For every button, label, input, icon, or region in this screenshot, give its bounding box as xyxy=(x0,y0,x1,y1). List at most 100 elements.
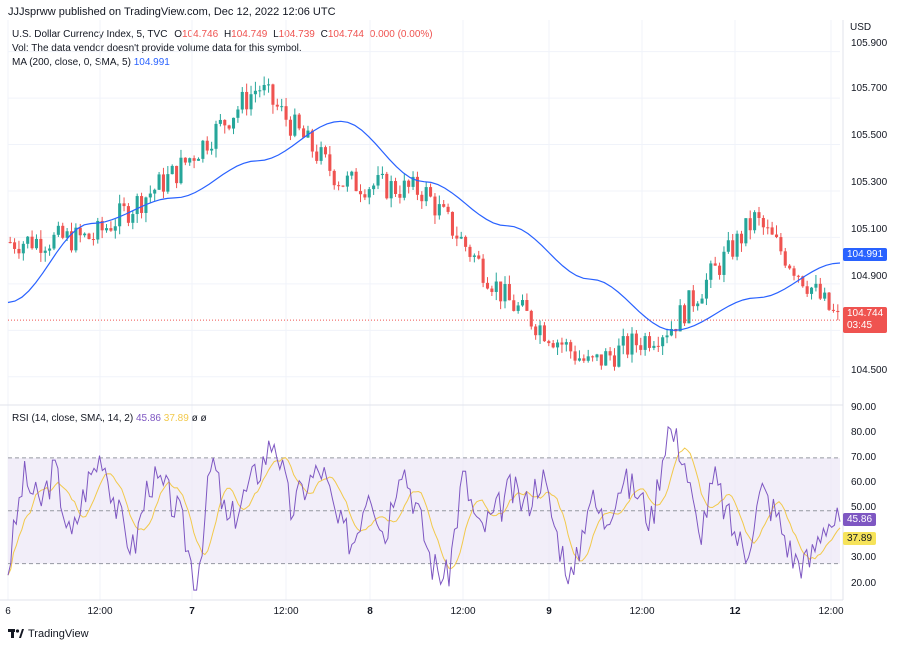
candle-body xyxy=(556,342,560,348)
candle-body xyxy=(227,125,231,129)
candle-body xyxy=(753,212,757,231)
candle-body xyxy=(411,176,415,187)
candle-body xyxy=(634,333,638,346)
candle-body xyxy=(161,174,165,192)
candle-body xyxy=(731,240,735,257)
candle-body xyxy=(490,288,494,292)
price-tick: 105.500 xyxy=(851,130,888,141)
candle-body xyxy=(113,226,117,231)
candle-body xyxy=(74,227,78,251)
candle-body xyxy=(503,284,507,302)
tradingview-logo-icon xyxy=(8,629,24,638)
rsi-label[interactable]: RSI (14, close, SMA, 14, 2) xyxy=(12,413,134,424)
ma-label[interactable]: MA (200, close, 0, SMA, 5) xyxy=(12,57,131,68)
candle-body xyxy=(713,263,717,266)
candle-body xyxy=(569,342,573,352)
candle-body xyxy=(192,158,196,161)
candle-body xyxy=(836,310,840,313)
candle-body xyxy=(170,165,174,175)
candle-body xyxy=(485,282,490,289)
rsi-tick: 60.00 xyxy=(851,477,877,488)
candle-body xyxy=(262,84,266,91)
time-tick: 9 xyxy=(546,606,552,617)
candle-body xyxy=(433,196,437,216)
candle-body xyxy=(140,196,144,213)
candle-body xyxy=(766,227,770,229)
candle-body xyxy=(345,175,349,187)
candle-body xyxy=(779,237,783,252)
candle-body xyxy=(709,263,713,280)
candle-body xyxy=(726,240,730,252)
candle-body xyxy=(376,175,380,186)
symbol-name[interactable]: U.S. Dollar Currency Index, 5, TVC xyxy=(12,29,168,40)
candle-body xyxy=(687,290,691,324)
candle-body xyxy=(823,292,827,299)
candle-body xyxy=(65,231,69,238)
candle-body xyxy=(739,233,744,244)
candle-body xyxy=(520,300,525,306)
price-tick: 105.700 xyxy=(851,83,888,94)
rsi-sma-badge: 37.89 xyxy=(843,532,877,545)
candle-body xyxy=(315,151,319,161)
candle-body xyxy=(516,305,520,311)
candle-body xyxy=(783,251,787,266)
rsi-tick: 90.00 xyxy=(851,402,877,413)
time-tick: 12:00 xyxy=(818,606,844,617)
candle-body xyxy=(258,90,262,92)
candle-body xyxy=(323,147,328,155)
candle-body xyxy=(157,174,161,190)
candle-body xyxy=(179,157,183,184)
candle-body xyxy=(683,305,687,324)
tradingview-logo[interactable]: TradingView xyxy=(8,628,89,640)
candle-body xyxy=(591,356,595,358)
candle-body xyxy=(253,90,257,95)
candle-body xyxy=(236,109,240,118)
candle-body xyxy=(30,236,34,249)
candle-body xyxy=(599,354,603,366)
price-tick: 105.100 xyxy=(851,224,888,235)
candle-body xyxy=(166,174,170,192)
candle-body xyxy=(542,325,546,342)
candle-body xyxy=(337,185,341,187)
time-tick: 8 xyxy=(367,606,373,617)
candle-body xyxy=(608,351,612,356)
candle-body xyxy=(52,234,56,249)
candle-body xyxy=(148,193,152,198)
ohlc-high: 104.749 xyxy=(231,29,268,40)
candle-body xyxy=(472,255,476,257)
candle-body xyxy=(718,265,722,275)
candle-body xyxy=(831,309,835,311)
candle-body xyxy=(429,187,433,197)
candle-body xyxy=(26,236,30,244)
candle-body xyxy=(621,336,625,346)
candle-body xyxy=(437,204,441,216)
candle-body xyxy=(669,328,673,336)
rsi-value: 45.86 xyxy=(135,413,161,424)
candle-body xyxy=(13,242,17,249)
candle-body xyxy=(69,231,74,251)
candle-body xyxy=(586,356,590,361)
ohlc-open: 104.746 xyxy=(182,29,219,40)
candle-body xyxy=(494,281,498,292)
candle-body xyxy=(280,106,284,108)
publisher-line: JJJsprww published on TradingView.com, D… xyxy=(8,6,336,18)
candle-body xyxy=(218,119,222,124)
ohlc-high-label: H xyxy=(223,29,232,40)
last-price: 104.744 xyxy=(847,308,884,319)
rsi-line xyxy=(7,425,841,591)
candle-body xyxy=(249,94,253,110)
candle-body xyxy=(691,290,695,307)
rsi-extras: ø ø xyxy=(191,413,207,424)
candle-body xyxy=(499,281,503,302)
candle-body xyxy=(643,336,647,350)
candle-body xyxy=(297,114,301,129)
candle-body xyxy=(131,214,135,223)
candle-body xyxy=(652,345,656,348)
candle-body xyxy=(398,194,402,198)
candle-body xyxy=(814,283,818,288)
time-tick: 12 xyxy=(729,606,741,617)
candle-body xyxy=(389,181,393,199)
ma-value: 104.991 xyxy=(133,57,170,68)
candle-body xyxy=(223,119,227,126)
